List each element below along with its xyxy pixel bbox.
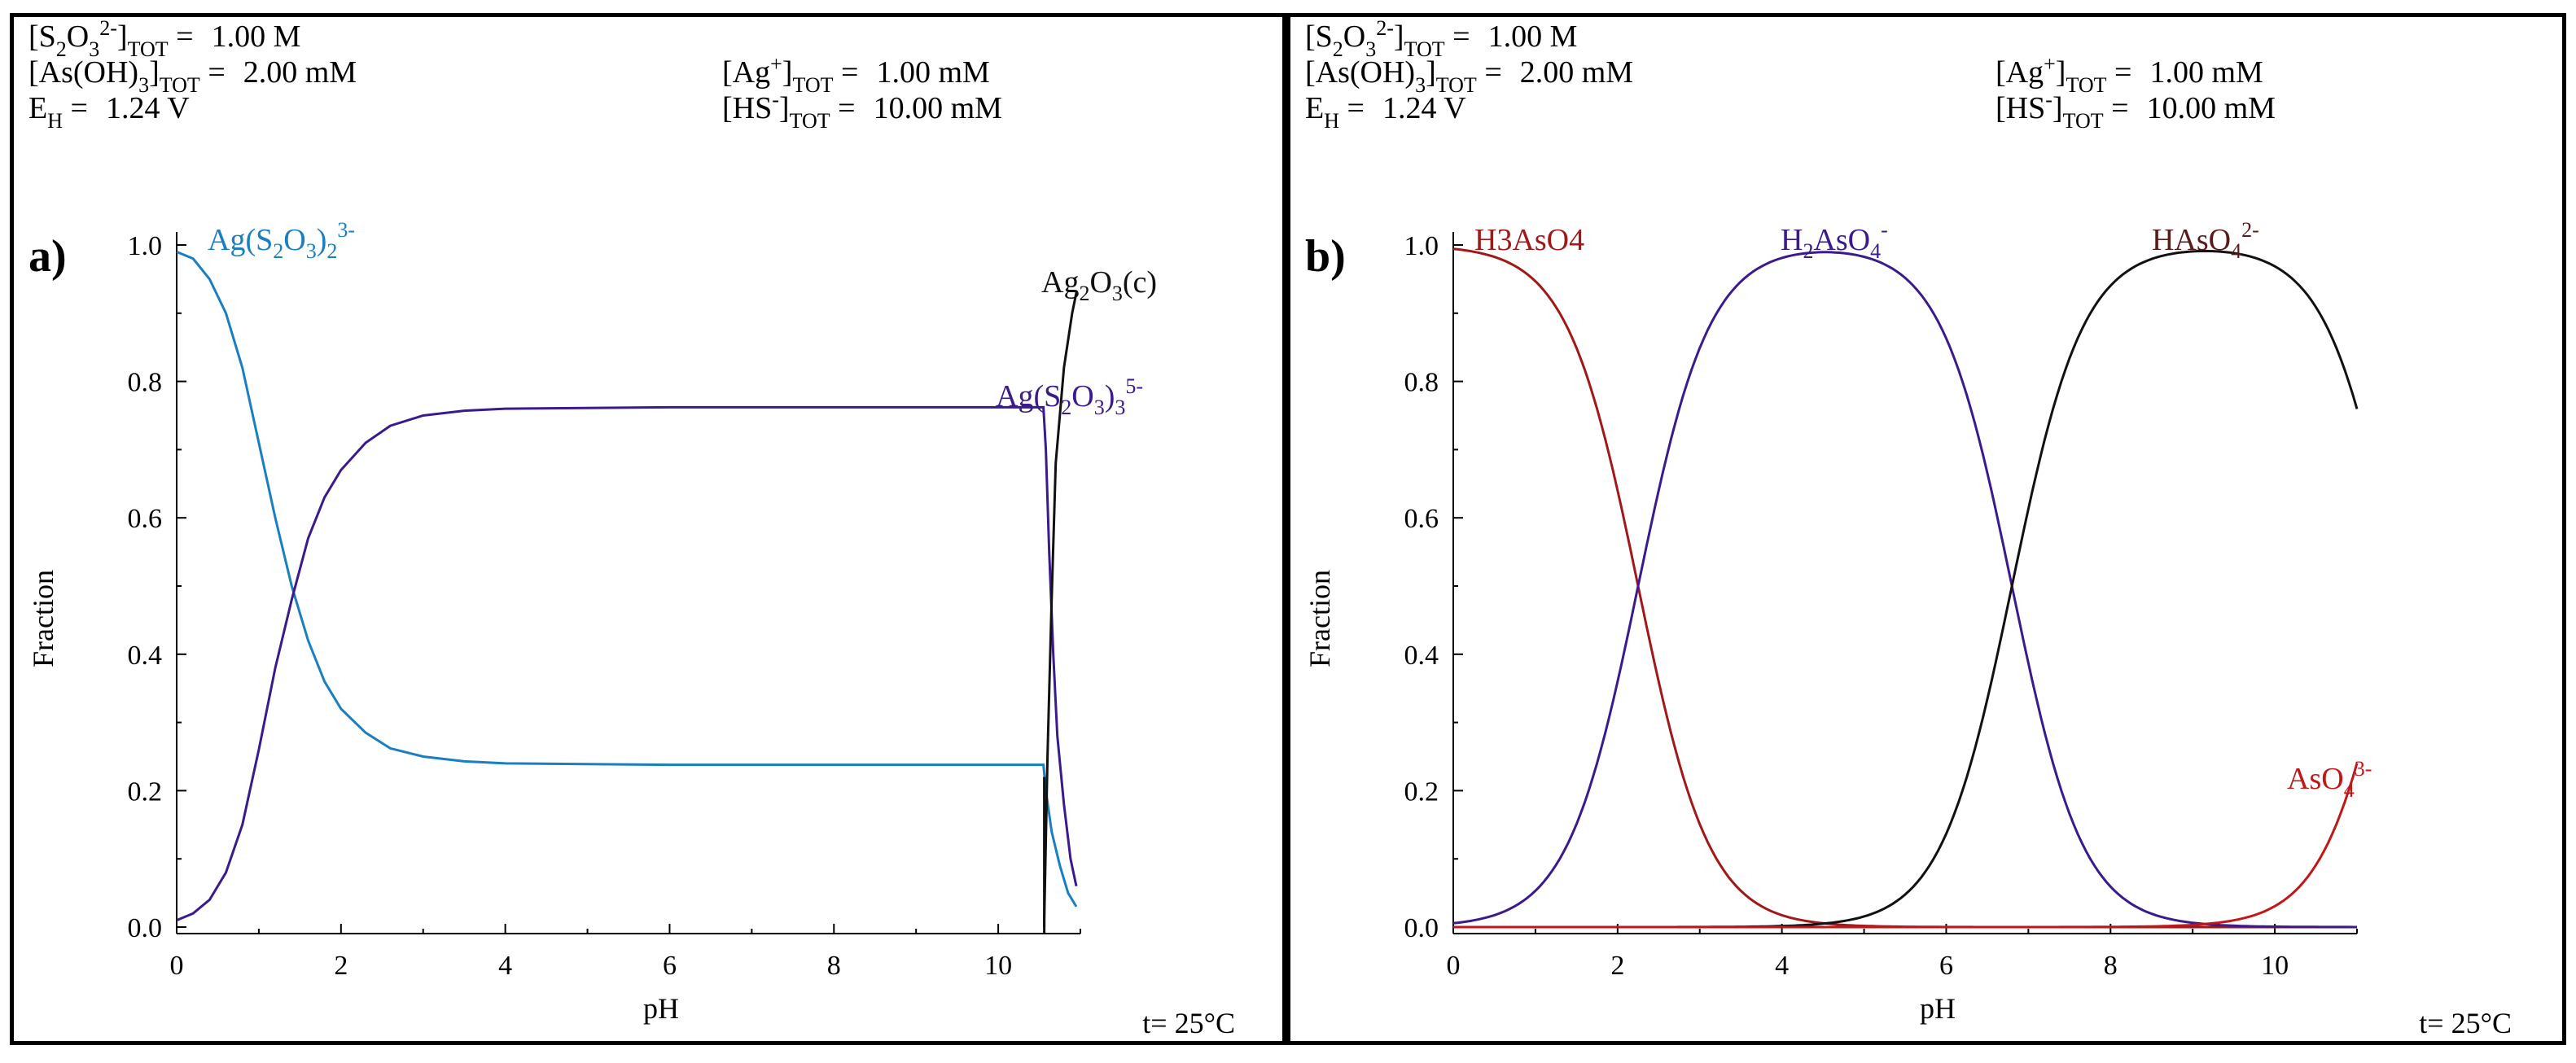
condition-ag-value: 1.00 mM bbox=[876, 55, 990, 90]
condition-eh: EH = 1.24 V bbox=[28, 91, 190, 133]
y-tick-label: 0.4 bbox=[1404, 641, 1439, 671]
condition-eh-value: 1.24 V bbox=[105, 91, 190, 125]
series-aso4 bbox=[1453, 763, 2359, 929]
panel-label-a: a) bbox=[28, 231, 67, 282]
chart-panel-b: [S2O32-]TOT = 1.00 M [As(OH)3]TOT = 2.00 m… bbox=[1286, 13, 2566, 1045]
x-tick-label: 6 bbox=[663, 951, 677, 981]
x-tick-label: 2 bbox=[1610, 951, 1624, 981]
x-axis-label: pH bbox=[643, 992, 679, 1025]
condition-s2o3: [S2O32-]TOT = 1.00 M bbox=[28, 16, 301, 61]
condition-hs-value: 10.00 mM bbox=[873, 91, 1002, 125]
series-ag-s2o3-2 bbox=[176, 251, 1078, 908]
series-label-h3aso4: H3AsO4 bbox=[1474, 223, 1584, 257]
x-tick-label: 4 bbox=[498, 951, 512, 981]
series-h3aso4 bbox=[1452, 247, 2357, 929]
condition-ag: [Ag+]TOT = 1.00 mM bbox=[1996, 52, 2263, 97]
y-tick-label: 1.0 bbox=[1404, 231, 1439, 261]
panel-label-b: b) bbox=[1305, 231, 1346, 282]
chart-panel-a: [S2O32-]TOT = 1.00 M [As(OH)3]TOT = 2.00 m… bbox=[10, 13, 1286, 1045]
series-label-ag-s2o3-3: Ag(S2O3)35- bbox=[996, 374, 1143, 419]
x-tick-label: 0 bbox=[170, 951, 184, 981]
condition-s2o3: [S2O32-]TOT = 1.00 M bbox=[1305, 16, 1578, 61]
condition-asoh3: [As(OH)3]TOT = 2.00 mM bbox=[28, 55, 357, 97]
x-tick-label: 8 bbox=[2104, 951, 2118, 981]
y-tick-label: 0.8 bbox=[128, 368, 163, 398]
x-tick-label: 10 bbox=[2261, 951, 2289, 981]
condition-s2o3-value: 1.00 M bbox=[211, 20, 301, 54]
x-tick-label: 2 bbox=[334, 951, 348, 981]
y-tick-label: 0.0 bbox=[1404, 913, 1439, 943]
temperature-label: t= 25°C bbox=[1142, 1007, 1235, 1039]
x-tick-label: 8 bbox=[827, 951, 841, 981]
y-axis-label: Fraction bbox=[1303, 570, 1336, 667]
y-tick-label: 0.8 bbox=[1404, 368, 1439, 398]
series-label-ag2o3: Ag2O3(c) bbox=[1041, 265, 1157, 305]
plot-b: 0 2 4 6 8 10 0.0 0.2 0.4 0.6 0.8 1.0 pH Fraction t= 25… bbox=[1303, 218, 2512, 1039]
condition-ag: [Ag+]TOT = 1.00 mM bbox=[722, 52, 990, 97]
y-tick-label: 0.4 bbox=[128, 641, 163, 671]
series-ag-s2o3-3 bbox=[176, 405, 1078, 921]
x-axis-label: pH bbox=[1920, 992, 1956, 1025]
plot-a: 0 2 4 6 8 10 0.0 0.2 0.4 0.6 0.8 1.0 pH Fraction t= 25… bbox=[27, 218, 1235, 1039]
condition-hs: [HS-]TOT = 10.00 mM bbox=[722, 88, 1002, 133]
series-label-aso4: AsO43- bbox=[2287, 757, 2372, 802]
y-tick-label: 0.6 bbox=[128, 504, 163, 534]
condition-eh: EH = 1.24 V bbox=[1305, 91, 1466, 133]
condition-eh-value: 1.24 V bbox=[1382, 91, 1466, 125]
condition-hs-value: 10.00 mM bbox=[2146, 91, 2276, 125]
condition-asoh3-value: 2.00 mM bbox=[243, 55, 357, 90]
x-tick-label: 4 bbox=[1775, 951, 1789, 981]
y-axis-label: Fraction bbox=[27, 570, 59, 667]
y-tick-label: 1.0 bbox=[128, 231, 163, 261]
series-label-h2aso4: H2AsO4- bbox=[1781, 218, 1888, 263]
y-tick-label: 0.2 bbox=[1404, 776, 1439, 807]
y-tick-label: 0.6 bbox=[1404, 504, 1439, 534]
condition-hs: [HS-]TOT = 10.00 mM bbox=[1996, 88, 2276, 133]
x-tick-label: 10 bbox=[984, 951, 1012, 981]
x-tick-label: 6 bbox=[1939, 951, 1953, 981]
condition-s2o3-value: 1.00 M bbox=[1487, 20, 1578, 54]
y-tick-label: 0.2 bbox=[128, 776, 163, 807]
series-label-ag-s2o3-2: Ag(S2O3)23- bbox=[208, 218, 355, 263]
y-tick-label: 0.0 bbox=[128, 913, 163, 943]
condition-asoh3: [As(OH)3]TOT = 2.00 mM bbox=[1305, 55, 1634, 97]
series-label-haso4: HAsO42- bbox=[2152, 218, 2259, 263]
x-tick-label: 0 bbox=[1447, 951, 1461, 981]
condition-ag-value: 1.00 mM bbox=[2149, 55, 2263, 90]
series-haso4 bbox=[1453, 249, 2359, 929]
temperature-label: t= 25°C bbox=[2419, 1007, 2512, 1039]
condition-asoh3-value: 2.00 mM bbox=[1519, 55, 1634, 90]
series-h2aso4 bbox=[1452, 251, 2357, 929]
